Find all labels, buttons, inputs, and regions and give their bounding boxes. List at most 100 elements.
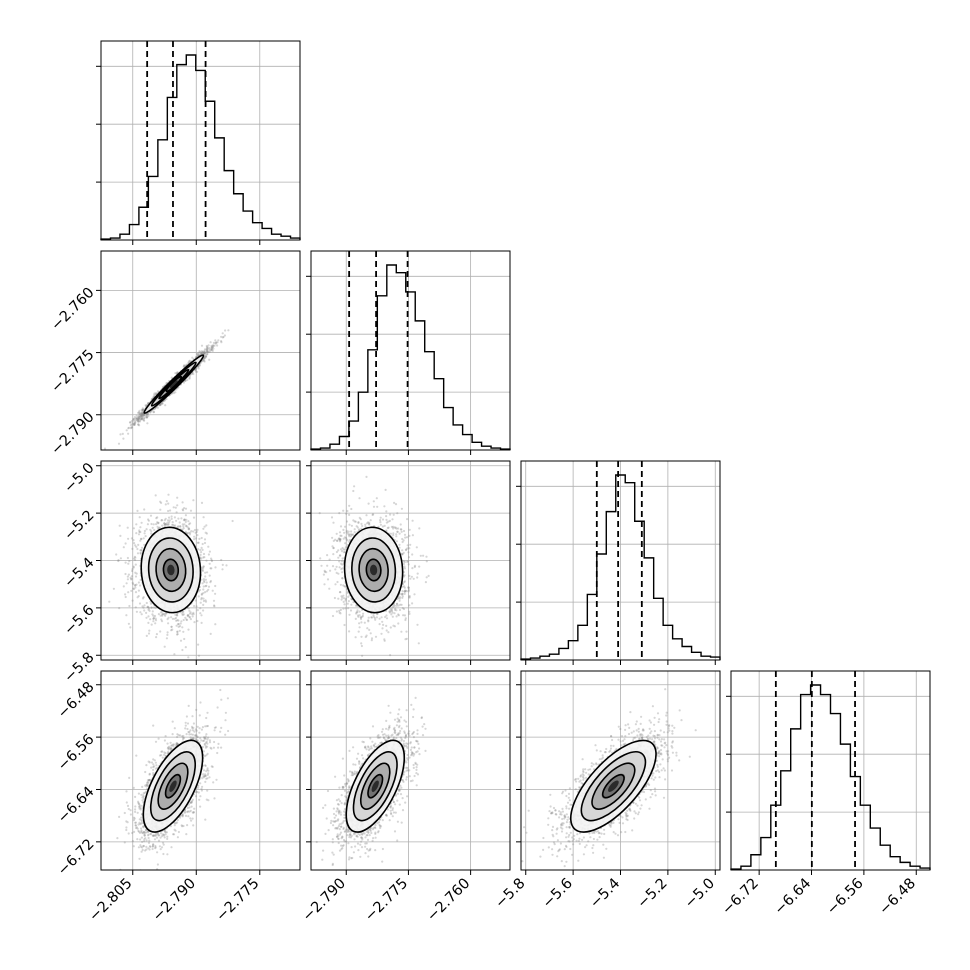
scatter-point [178,625,182,628]
scatter-point [167,509,170,513]
scatter-point [203,352,206,355]
scatter-point [187,628,190,631]
scatter-point [354,520,357,523]
scatter-point [172,506,175,509]
scatter-point [140,613,143,616]
scatter-point [171,628,174,631]
scatter-point [207,545,210,548]
scatter-point [140,414,143,417]
scatter-point [203,357,206,360]
scatter-point [118,607,121,610]
scatter-point [407,590,410,593]
scatter-point [210,346,213,349]
scatter-point [408,547,411,550]
scatter-point [167,622,170,625]
histogram-panel-0 [96,40,301,241]
scatter-point [198,364,202,367]
scatter-point [140,521,143,524]
scatter-point [197,590,200,593]
scatter-point [354,617,357,621]
scatter-point [403,592,406,596]
panel-content [101,461,300,660]
scatter-point [359,616,363,619]
scatter-point [147,632,151,635]
scatter-point [176,504,179,507]
scatter-point [144,404,147,407]
scatter-point [401,596,404,600]
scatter-point [402,551,405,555]
scatter-point [206,345,209,348]
scatter-point [181,626,184,629]
scatter-point [136,509,139,512]
scatter-point [122,437,125,440]
scatter-point [391,518,394,521]
scatter-point [158,404,161,407]
scatter-point [202,352,205,355]
scatter-point [131,422,134,425]
scatter-point [142,537,145,540]
scatter-point [160,501,163,504]
scatter-point [185,518,188,521]
scatter-point [187,607,190,610]
scatter-point [117,442,121,445]
scatter-point [179,639,183,642]
scatter-point [182,613,185,616]
scatter-point [200,501,204,504]
scatter-point [199,556,202,559]
scatter-point [214,566,217,569]
scatter-point [150,532,153,535]
scatter-point [214,341,217,344]
scatter-point [202,578,205,581]
scatter-point [170,629,173,632]
scatter-point [165,500,168,503]
scatter-point [130,578,133,581]
scatter-point [143,543,146,547]
scatter-point [184,514,187,517]
scatter-point [132,527,135,530]
scatter-point [175,614,179,617]
scatter-point [141,414,144,417]
scatter-point [206,353,209,356]
scatter-point [390,607,393,610]
scatter-point [183,518,186,522]
scatter-point [167,502,170,505]
scatter-point [197,365,200,368]
scatter-point [170,616,173,619]
scatter-point [205,344,208,348]
scatter-point [404,589,407,592]
scatter-point [202,552,206,556]
scatter-point [204,600,208,603]
scatter-point [172,523,175,526]
scatter-point [153,528,156,532]
scatter-point [187,656,190,659]
scatter-point [197,354,200,357]
scatter-point [183,364,186,367]
scatter-point [135,414,138,417]
scatter-point [182,525,185,528]
scatter-point [139,526,142,529]
scatter-point [130,420,133,423]
scatter-point [217,339,220,342]
scatter-point [335,539,339,542]
scatter-point [353,531,356,534]
scatter-point [157,613,160,616]
scatter-point [186,526,189,529]
scatter-point [385,529,388,532]
scatter-point [130,577,133,580]
scatter-point [394,608,397,612]
scatter-point [198,350,201,353]
scatter-point [221,568,224,571]
scatter-point [130,537,133,540]
scatter-point [213,605,216,608]
scatter-point [124,542,127,545]
scatter-point [131,581,134,585]
scatter-point [209,567,212,570]
scatter-point [180,620,183,623]
scatter-point [199,612,202,615]
scatter-point [149,602,153,605]
scatter-point [135,610,138,613]
scatter-point [140,549,143,552]
scatter-point [359,616,362,619]
contour-line-3 [143,354,205,414]
scatter-point [203,350,206,354]
